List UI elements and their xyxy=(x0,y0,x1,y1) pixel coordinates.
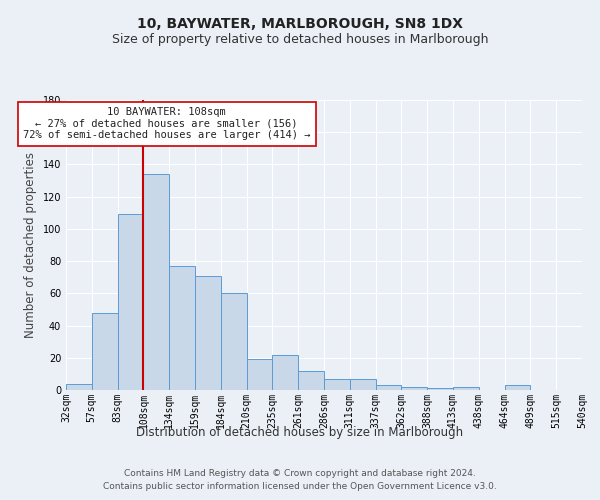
Bar xyxy=(169,266,195,390)
Bar xyxy=(195,276,221,390)
Text: 10, BAYWATER, MARLBOROUGH, SN8 1DX: 10, BAYWATER, MARLBOROUGH, SN8 1DX xyxy=(137,18,463,32)
Text: Size of property relative to detached houses in Marlborough: Size of property relative to detached ho… xyxy=(112,32,488,46)
Text: Distribution of detached houses by size in Marlborough: Distribution of detached houses by size … xyxy=(136,426,464,439)
Bar xyxy=(272,354,298,390)
Bar xyxy=(324,378,350,390)
Bar xyxy=(298,370,324,390)
Bar xyxy=(453,387,479,390)
Bar xyxy=(66,384,92,390)
Bar xyxy=(505,385,530,390)
Bar xyxy=(92,312,118,390)
Bar xyxy=(427,388,453,390)
Bar xyxy=(247,360,272,390)
Text: 10 BAYWATER: 108sqm
← 27% of detached houses are smaller (156)
72% of semi-detac: 10 BAYWATER: 108sqm ← 27% of detached ho… xyxy=(23,108,310,140)
Y-axis label: Number of detached properties: Number of detached properties xyxy=(24,152,37,338)
Bar xyxy=(143,174,169,390)
Bar xyxy=(118,214,143,390)
Bar xyxy=(221,294,247,390)
Text: Contains HM Land Registry data © Crown copyright and database right 2024.
Contai: Contains HM Land Registry data © Crown c… xyxy=(103,469,497,491)
Bar xyxy=(376,385,401,390)
Bar xyxy=(401,387,427,390)
Bar xyxy=(350,378,376,390)
